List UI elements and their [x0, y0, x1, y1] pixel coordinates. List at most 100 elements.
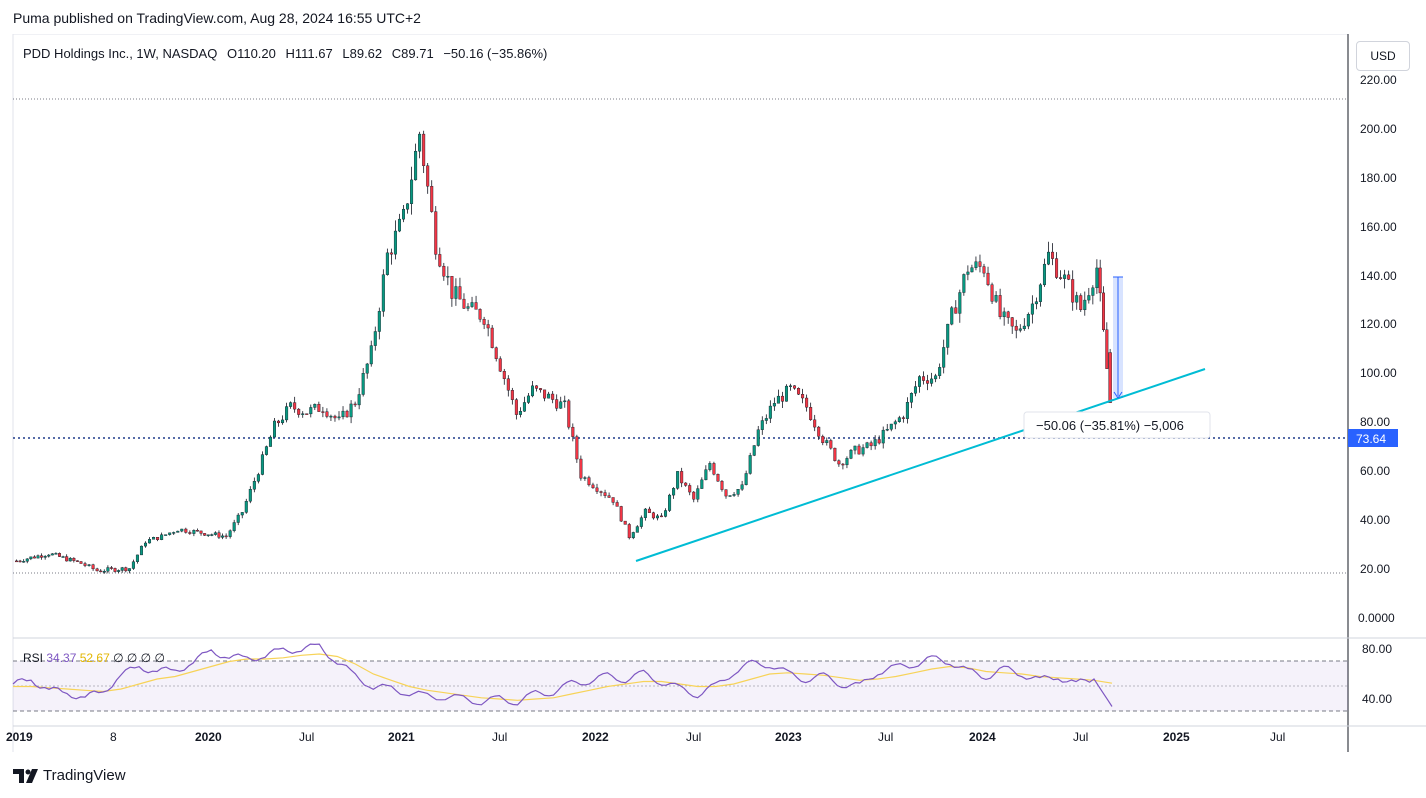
candle-body [643, 508, 647, 518]
price-tick: 200.00 [1360, 122, 1397, 136]
candle-body [54, 553, 58, 555]
price-tick: 220.00 [1360, 73, 1397, 87]
candle-body [506, 378, 510, 391]
candle-body [410, 179, 414, 204]
candle-body [18, 560, 22, 563]
candle-body [748, 455, 752, 474]
candle-body [213, 532, 217, 535]
candles-layer [14, 130, 1112, 574]
candle-body [32, 556, 36, 559]
candle-body [273, 420, 277, 438]
candle-body [551, 393, 555, 400]
candle-body [486, 324, 490, 329]
candle-body [470, 302, 474, 307]
candle-body [720, 480, 724, 490]
candle-body [913, 386, 917, 394]
candle-body [563, 400, 567, 403]
candle-body [192, 530, 196, 534]
candle-body [651, 512, 655, 519]
candle-body [289, 402, 293, 407]
legend-open: O110.20 [226, 46, 276, 61]
time-axis[interactable]: 2019 8 2020 Jul 2021 Jul 2022 Jul 2023 J… [6, 730, 1285, 744]
candle-body [1108, 352, 1112, 403]
candle-body [793, 385, 797, 389]
candle-body [87, 564, 91, 566]
price-tick: 140.00 [1360, 269, 1397, 283]
candle-body [458, 286, 462, 300]
candle-body [660, 515, 664, 518]
candle-body [1105, 329, 1109, 369]
candle-body [994, 295, 998, 302]
candle-body [962, 274, 966, 293]
candle-body [1018, 328, 1022, 331]
candle-body [120, 567, 124, 571]
candle-body [869, 442, 873, 447]
candle-body [1067, 274, 1071, 280]
candle-body [217, 532, 221, 538]
candle-body [607, 495, 611, 498]
candle-body [990, 284, 994, 302]
candle-body [131, 561, 135, 569]
candle-body [603, 492, 607, 496]
candle-body [25, 558, 29, 562]
chart-area[interactable]: −50.06 (−35.81%) −5,006 220.00 200.00 18… [0, 34, 1426, 756]
candle-body [865, 442, 869, 448]
candle-body [805, 397, 809, 408]
publisher-text: Puma published on TradingView.com, Aug 2… [13, 10, 421, 26]
candle-body [422, 133, 426, 166]
time-tick: 2021 [388, 730, 415, 744]
price-tick: 60.00 [1360, 464, 1390, 478]
candle-body [744, 473, 748, 485]
candle-body [974, 261, 978, 268]
trendline[interactable] [635, 368, 1206, 562]
candle-body [623, 520, 627, 525]
candle-body [575, 436, 579, 460]
candle-body [349, 403, 353, 418]
candle-body [736, 489, 740, 495]
candle-body [341, 410, 345, 418]
candle-body [228, 530, 232, 537]
candle-body [728, 495, 732, 497]
rsi-legend[interactable]: RSI 34.37 52.67 ∅ ∅ ∅ ∅ [23, 651, 165, 665]
candle-body [199, 530, 203, 534]
candle-body [22, 561, 26, 563]
candle-body [321, 411, 325, 413]
candle-body [772, 403, 776, 407]
candle-body [611, 497, 615, 503]
legend-high: H111.67 [285, 46, 333, 61]
candle-body [954, 307, 958, 314]
candle-body [68, 557, 72, 562]
candle-body [99, 570, 103, 573]
candle-body [708, 463, 712, 470]
candle-body [353, 403, 357, 406]
legend-low: L89.62 [342, 46, 383, 61]
candle-body [47, 554, 51, 557]
candle-body [889, 423, 893, 430]
price-tick: 160.00 [1360, 220, 1397, 234]
candle-body [325, 411, 329, 417]
rsi-value: 34.37 [46, 651, 77, 665]
candle-body [127, 568, 131, 572]
candle-body [361, 373, 365, 395]
candle-body [514, 399, 518, 415]
candle-body [970, 267, 974, 273]
candle-body [752, 445, 756, 456]
symbol-legend[interactable]: PDD Holdings Inc., 1W, NASDAQ O110.20 H1… [23, 46, 553, 61]
legend-close: C89.71 [391, 46, 434, 61]
rsi-ma-line [13, 653, 1113, 701]
candle-body [950, 307, 954, 325]
price-axis[interactable]: 220.00 200.00 180.00 160.00 140.00 120.0… [1358, 73, 1397, 625]
candle-body [655, 515, 659, 519]
rsi-extras: ∅ ∅ ∅ ∅ [113, 651, 165, 665]
last-price-label: 73.64 [1356, 432, 1386, 446]
top-bar: Puma published on TradingView.com, Aug 2… [0, 0, 1426, 34]
candle-body [474, 302, 478, 310]
candle-body [664, 510, 668, 517]
footer: TradingView [13, 767, 126, 784]
candle-body [567, 400, 571, 428]
candle-body [43, 556, 47, 558]
currency-button[interactable]: USD [1356, 41, 1410, 71]
candle-body [293, 402, 297, 410]
candle-body [264, 446, 268, 455]
candle-body [281, 419, 285, 424]
